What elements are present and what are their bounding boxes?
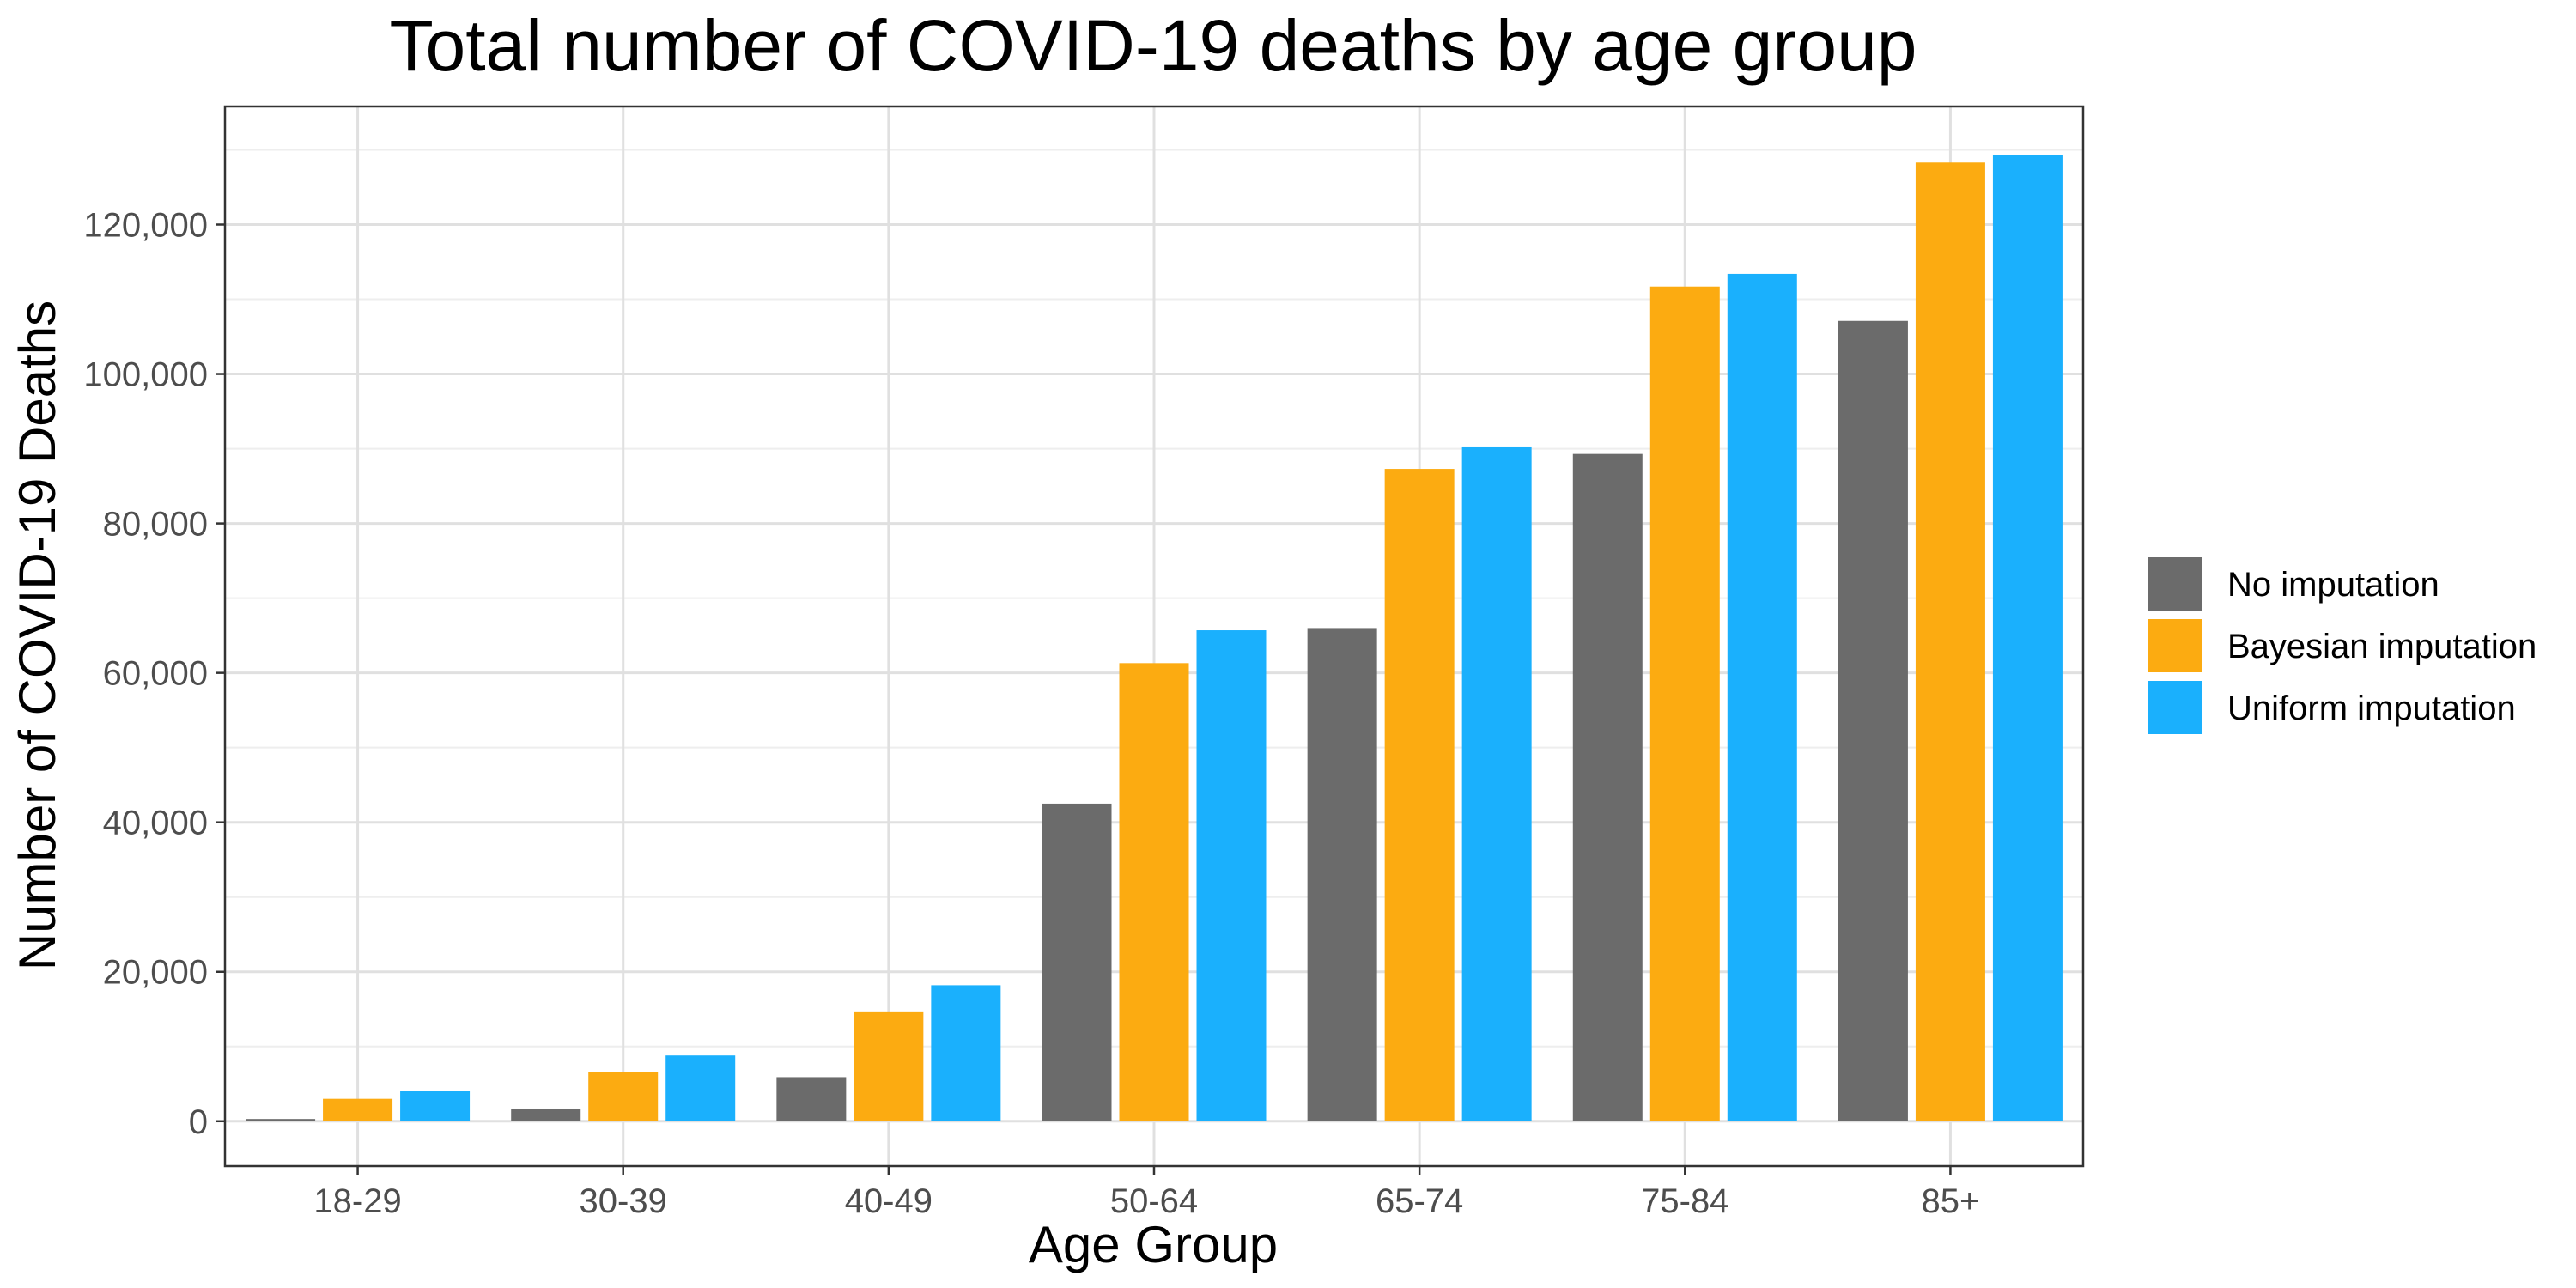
bar-40-49-uniform-imputation (931, 985, 1001, 1121)
bar-65-74-uniform-imputation (1461, 446, 1532, 1121)
x-axis-title: Age Group (1029, 1216, 1278, 1273)
y-tick-label: 0 (189, 1103, 208, 1141)
y-tick-label: 120,000 (83, 206, 208, 244)
y-tick-label: 60,000 (103, 655, 208, 693)
legend-key (2148, 681, 2202, 734)
legend-label: No imputation (2227, 566, 2439, 604)
bar-85+-no-imputation (1838, 320, 1908, 1121)
x-tick-label: 75-84 (1641, 1182, 1728, 1220)
bar-18-29-bayesian-imputation (323, 1098, 393, 1121)
x-axis: 18-29 30-39 40-49 50-64 65-74 75-84 85+ (313, 1166, 1979, 1220)
y-axis: 0 20,000 40,000 60,000 80,000 100,000 120,000 (83, 206, 225, 1141)
y-tick-label: 20,000 (103, 954, 208, 992)
legend-label: Bayesian imputation (2227, 628, 2537, 665)
y-tick-label: 80,000 (103, 506, 208, 544)
bar-40-49-no-imputation (776, 1077, 847, 1121)
bar-50-64-bayesian-imputation (1119, 663, 1189, 1121)
bar-75-84-uniform-imputation (1727, 273, 1797, 1121)
bar-85+-bayesian-imputation (1915, 162, 1985, 1121)
bar-85+-uniform-imputation (1992, 155, 2063, 1121)
x-tick-label: 40-49 (845, 1182, 933, 1220)
y-axis-title: Number of COVID-19 Deaths (9, 301, 66, 970)
x-tick-label: 65-74 (1376, 1182, 1463, 1220)
legend-label: Uniform imputation (2227, 690, 2516, 727)
bar-50-64-uniform-imputation (1196, 630, 1267, 1121)
bar-75-84-no-imputation (1572, 453, 1643, 1121)
x-tick-label: 85+ (1921, 1182, 1979, 1220)
legend-key (2148, 619, 2202, 672)
bar-30-39-uniform-imputation (665, 1055, 736, 1121)
x-tick-label: 30-39 (580, 1182, 667, 1220)
x-tick-label: 18-29 (313, 1182, 401, 1220)
bar-65-74-no-imputation (1307, 628, 1377, 1121)
bar-18-29-uniform-imputation (400, 1091, 471, 1121)
bar-50-64-no-imputation (1042, 803, 1112, 1121)
bar-18-29-no-imputation (246, 1119, 316, 1121)
y-tick-label: 100,000 (83, 356, 208, 394)
bar-40-49-bayesian-imputation (854, 1011, 924, 1121)
chart-title: Total number of COVID-19 deaths by age g… (389, 5, 1917, 86)
bar-75-84-bayesian-imputation (1649, 286, 1720, 1121)
bar-30-39-bayesian-imputation (588, 1072, 659, 1121)
legend-key (2148, 557, 2202, 611)
legend: No imputation Bayesian imputation Uniform … (2148, 557, 2537, 734)
y-tick-label: 40,000 (103, 805, 208, 842)
bar-30-39-no-imputation (511, 1108, 581, 1121)
bar-65-74-bayesian-imputation (1384, 469, 1455, 1121)
x-tick-label: 50-64 (1110, 1182, 1198, 1220)
bars (246, 155, 2063, 1121)
